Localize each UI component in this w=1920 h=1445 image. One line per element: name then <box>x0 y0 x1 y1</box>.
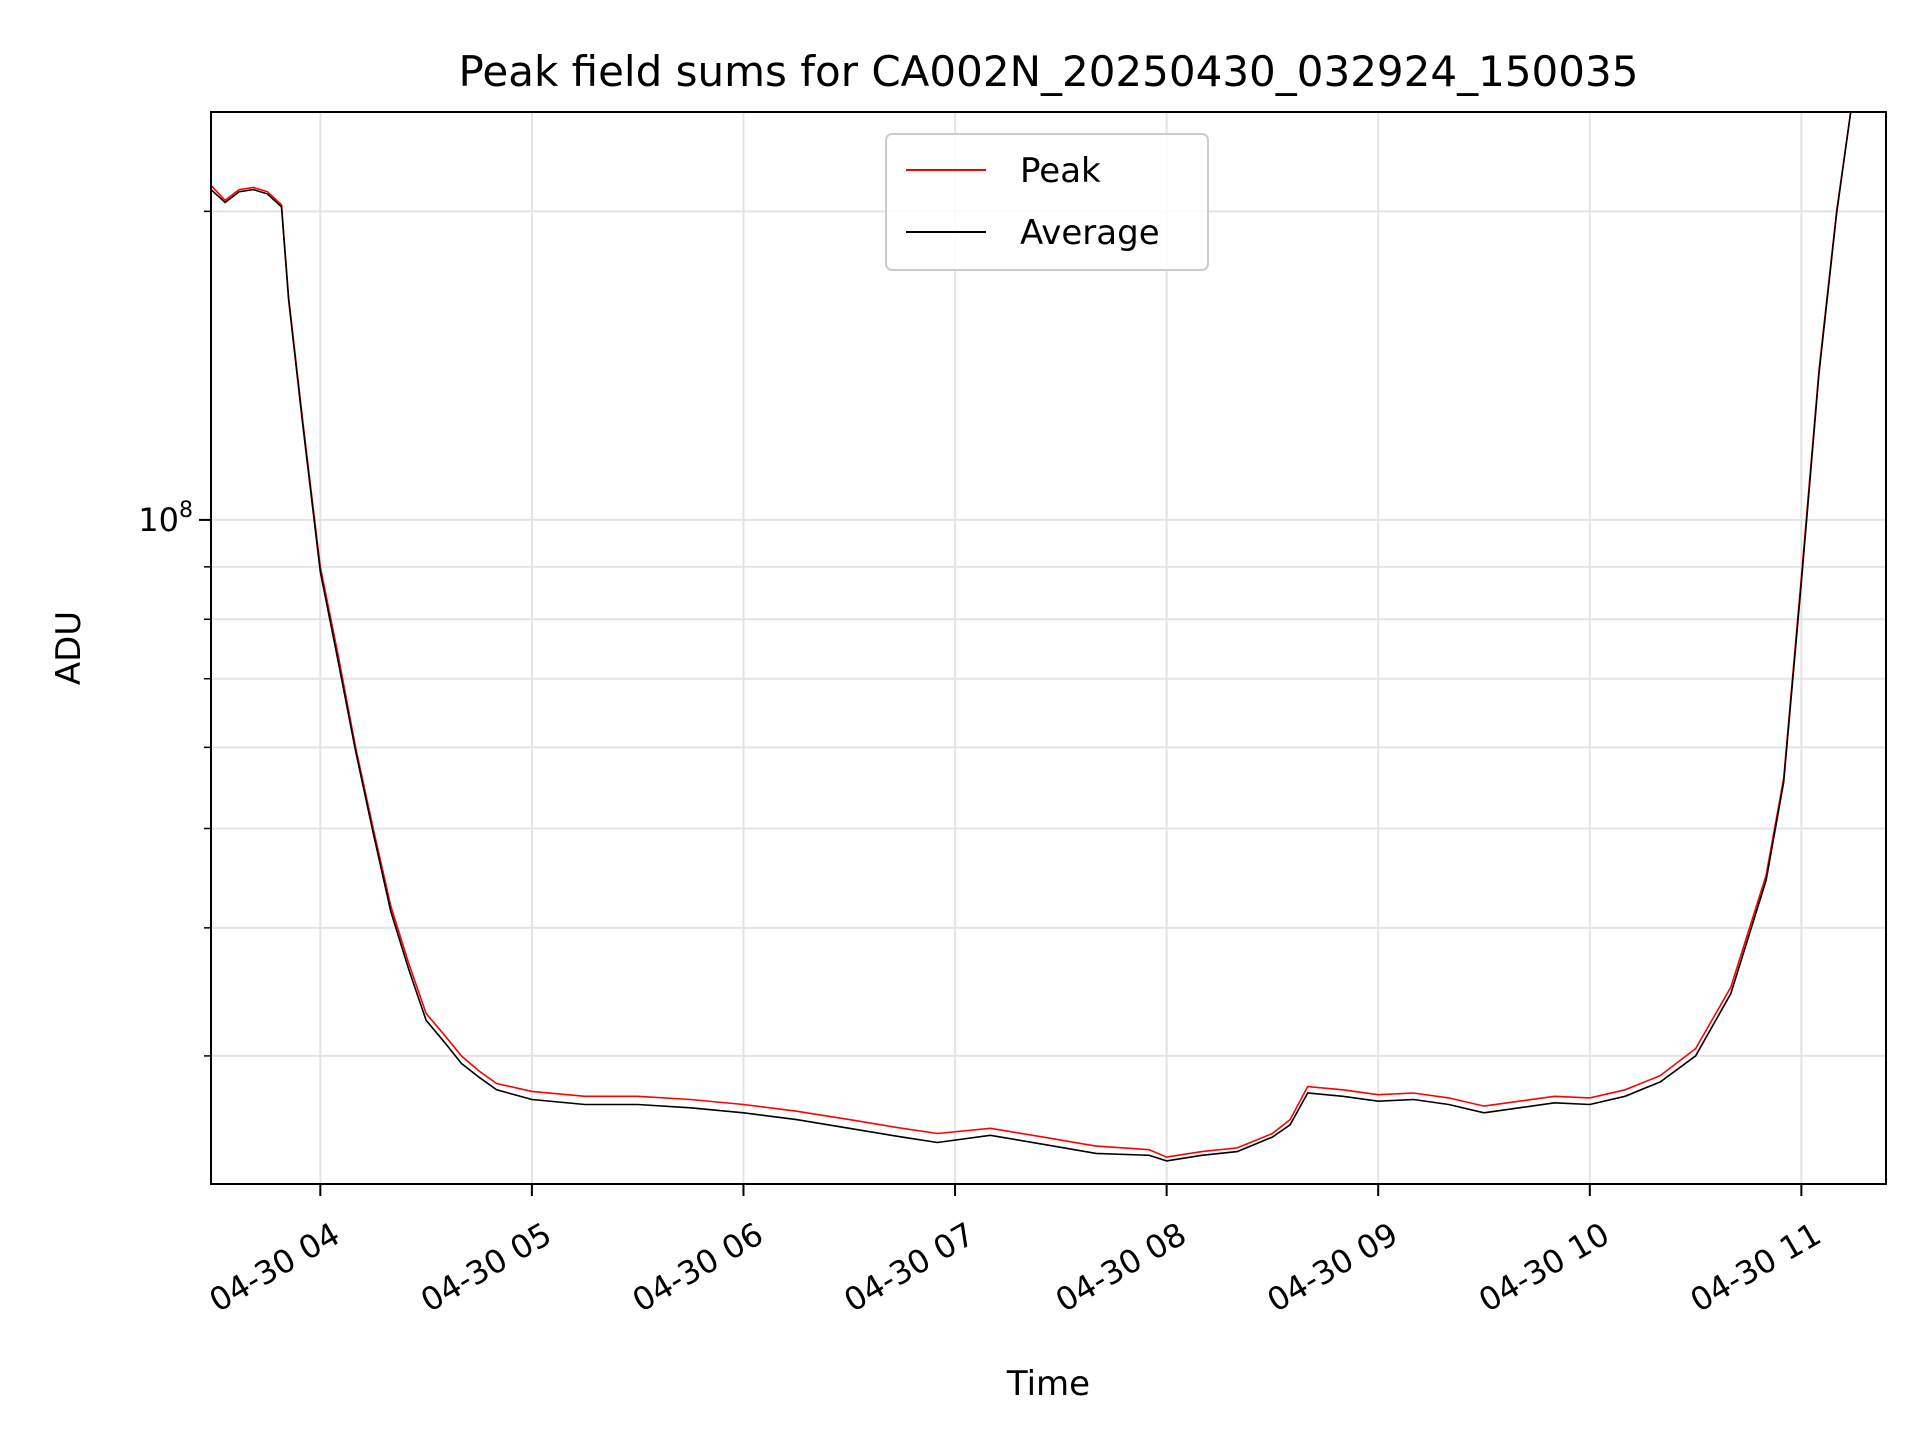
y-axis-label: ADU <box>49 611 89 685</box>
y-axis-ticks: 108 <box>138 210 211 1057</box>
legend-label-peak: Peak <box>1020 151 1101 191</box>
chart-title: Peak field sums for CA002N_20250430_0329… <box>459 47 1639 96</box>
series-line-average <box>211 112 1852 1162</box>
x-axis-label: Time <box>1006 1364 1090 1404</box>
grid <box>211 112 1886 1184</box>
plot-frame <box>210 111 1887 1185</box>
legend: Peak Average <box>885 133 1209 271</box>
series-lines <box>211 112 1852 1162</box>
legend-box <box>885 133 1209 271</box>
series-line-peak <box>211 112 1852 1158</box>
legend-label-average: Average <box>1020 213 1160 253</box>
y-tick-label: 108 <box>138 498 193 539</box>
